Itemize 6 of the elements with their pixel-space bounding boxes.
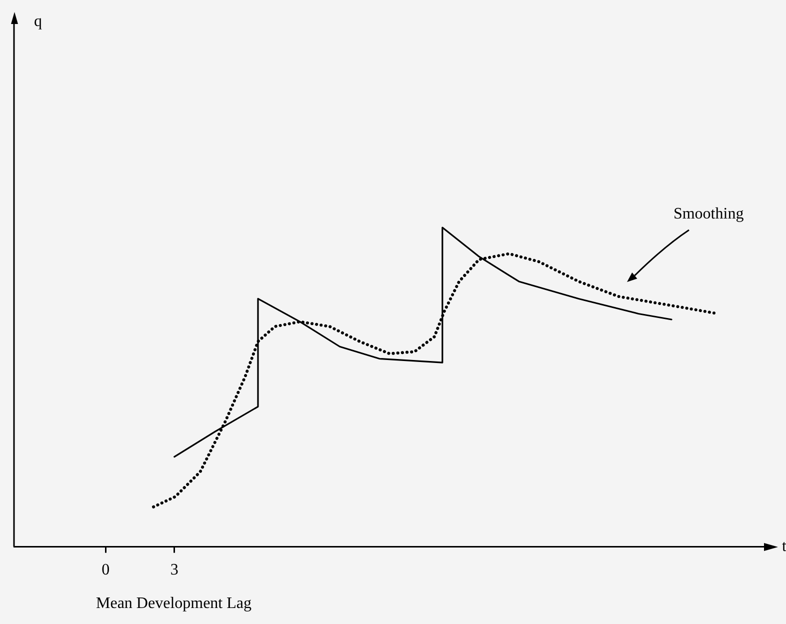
x-axis-title: t <box>782 538 786 556</box>
x-tick-label: 3 <box>170 562 178 579</box>
text: Smoothing <box>673 206 744 223</box>
x-tick-label: 0 <box>102 562 110 579</box>
text: q <box>34 13 42 30</box>
text: Mean Development Lag <box>96 595 252 612</box>
